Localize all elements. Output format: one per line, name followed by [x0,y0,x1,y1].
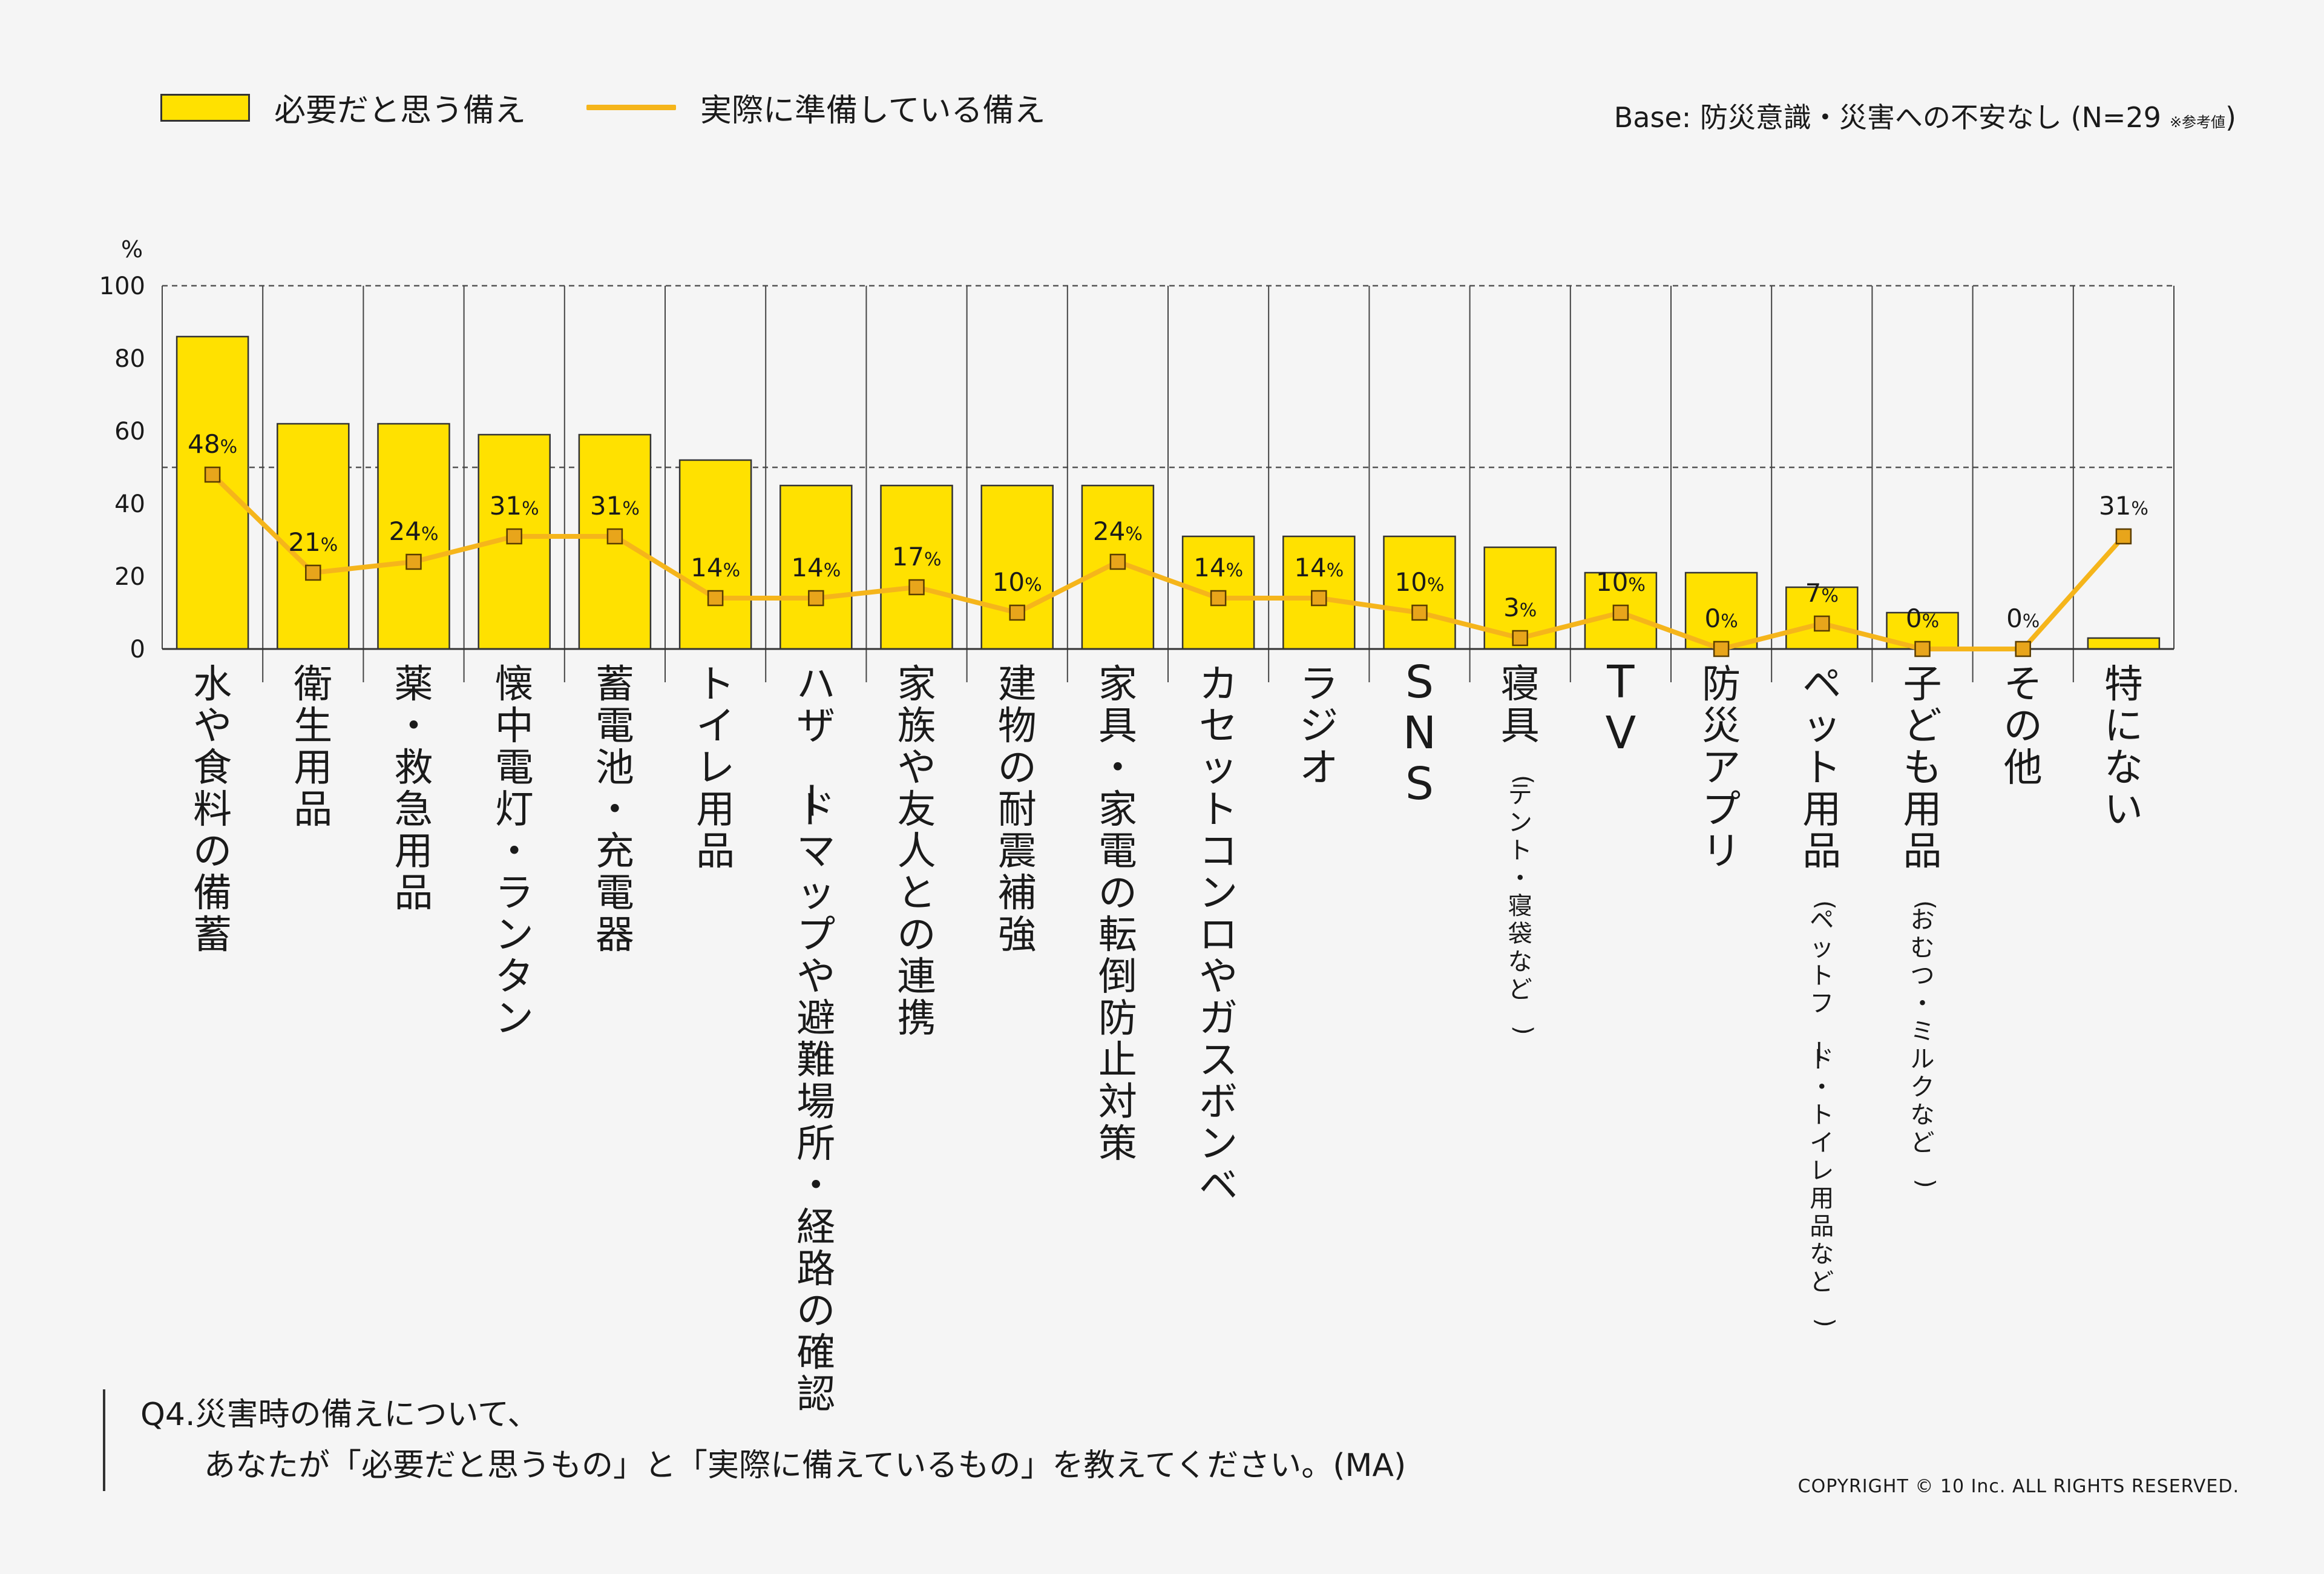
category-label: ラジオ [1299,662,1338,791]
legend-line-swatch [586,105,677,110]
category-label: 防災アプリ [1702,662,1741,874]
y-tick-label: 100 [99,272,145,300]
bar [1684,571,1758,650]
line-marker [1009,604,1025,621]
line-value-label: 7% [1805,578,1839,608]
legend-bar-swatch [160,93,250,122]
line-value-label: 10% [1395,567,1445,597]
category-label: 寝具 [1501,662,1540,749]
category-label: 特にない [2104,662,2143,832]
line-marker [606,528,623,545]
line-value-label: 14% [1294,553,1344,582]
line-value-label: 0% [1906,604,1939,633]
category-label: トイレ用品 [696,662,735,874]
bar [277,423,350,650]
line-marker [2115,528,2132,545]
y-tick-label: 0 [130,636,145,664]
line-value-label: 10% [993,567,1042,597]
line-value-label: 0% [1704,604,1738,633]
line-value-label: 10% [1596,567,1646,597]
category-label: 家具・家電の転倒防止対策 [1098,662,1137,1167]
line-marker [1411,604,1428,621]
legend-line-label: 実際に準備している備え [700,93,1046,129]
line-value-label: 14% [691,553,740,582]
question-text: Q4.災害時の備えについて、 あなたが「必要だと思うもの」と「実際に備えているも… [103,1389,1406,1491]
category-sublabel: (テント・寝袋など) [1508,775,1537,1035]
y-tick-label: 80 [114,345,145,373]
line-marker [1814,615,1830,632]
bar [176,335,249,650]
line-marker [1311,590,1327,607]
line-marker [405,553,422,570]
line-value-label: 14% [791,553,841,582]
category-label: 懐中電灯・ランタン [495,662,534,1041]
category-label: 子ども用品 [1903,662,1942,874]
category-label: ペット用品 [1802,662,1841,874]
line-value-label: 31% [2099,491,2148,521]
legend-bar-label: 必要だと思う備え [274,93,527,129]
y-tick-label: 40 [114,490,145,518]
bar [2087,637,2161,650]
bar [678,459,752,650]
line-value-label: 24% [1093,516,1143,546]
bar [780,484,853,650]
actual-preparation-line [211,473,2125,651]
category-label: 水や食料の備蓄 [193,662,232,958]
line-marker [808,590,824,607]
category-label: 衛生用品 [294,662,332,832]
line-value-label: 21% [288,527,338,557]
line-marker [305,564,321,581]
copyright: COPYRIGHT © 10 Inc. ALL RIGHTS RESERVED. [1797,1476,2239,1497]
question-line-2: あなたが「必要だと思うもの」と「実際に備えているもの」を教えてください。(MA) [204,1447,1407,1484]
base-text: Base: 防災意識・災害への不安なし (N=29 [1613,101,2161,134]
line-marker [908,579,925,596]
question-line-1: Q4.災害時の備えについて、 [140,1397,539,1433]
line-marker [1914,640,1931,657]
category-label: 蓄電池・充電器 [596,662,634,958]
category-sublabel: (ペットフード・トイレ用品など) [1804,900,1839,1328]
line-marker [1713,640,1730,657]
line-value-label: 24% [389,516,439,546]
category-label: 家族や友人との連携 [898,662,936,1041]
category-label: ハザードマップや避難場所・経路の確認 [787,662,835,1417]
line-marker [1612,604,1629,621]
category-label: カセットコンロやガスボンベ [1199,662,1238,1208]
line-marker [204,466,221,483]
line-marker [2015,640,2031,657]
base-close-paren: ) [2225,101,2236,134]
category-label: 薬・救急用品 [395,662,433,916]
line-marker [1210,590,1227,607]
y-tick-label: 20 [114,563,145,591]
category-label: その他 [2004,662,2043,791]
line-marker [506,528,522,545]
category-sublabel: (おむつ・ミルクなど) [1911,900,1940,1188]
y-axis-unit: % [121,236,143,263]
line-marker [1109,553,1126,570]
line-marker [707,590,724,607]
line-value-label: 14% [1193,553,1243,582]
line-value-label: 3% [1503,593,1537,622]
bar [377,423,450,650]
y-tick-label: 60 [114,418,145,446]
legend: 必要だと思う備え 実際に準備している備え [160,85,1106,130]
line-value-label: 0% [2006,604,2040,633]
base-reference-note: ※参考値 [2169,114,2226,131]
line-value-label: 31% [590,491,640,521]
line-value-label: 17% [892,542,942,571]
line-marker [1512,630,1528,647]
line-value-label: 31% [490,491,539,521]
base-note: Base: 防災意識・災害への不安なし (N=29 ※参考値 ) [1614,96,2236,136]
category-label: 建物の耐震補強 [998,662,1037,958]
line-value-label: 48% [188,429,237,459]
